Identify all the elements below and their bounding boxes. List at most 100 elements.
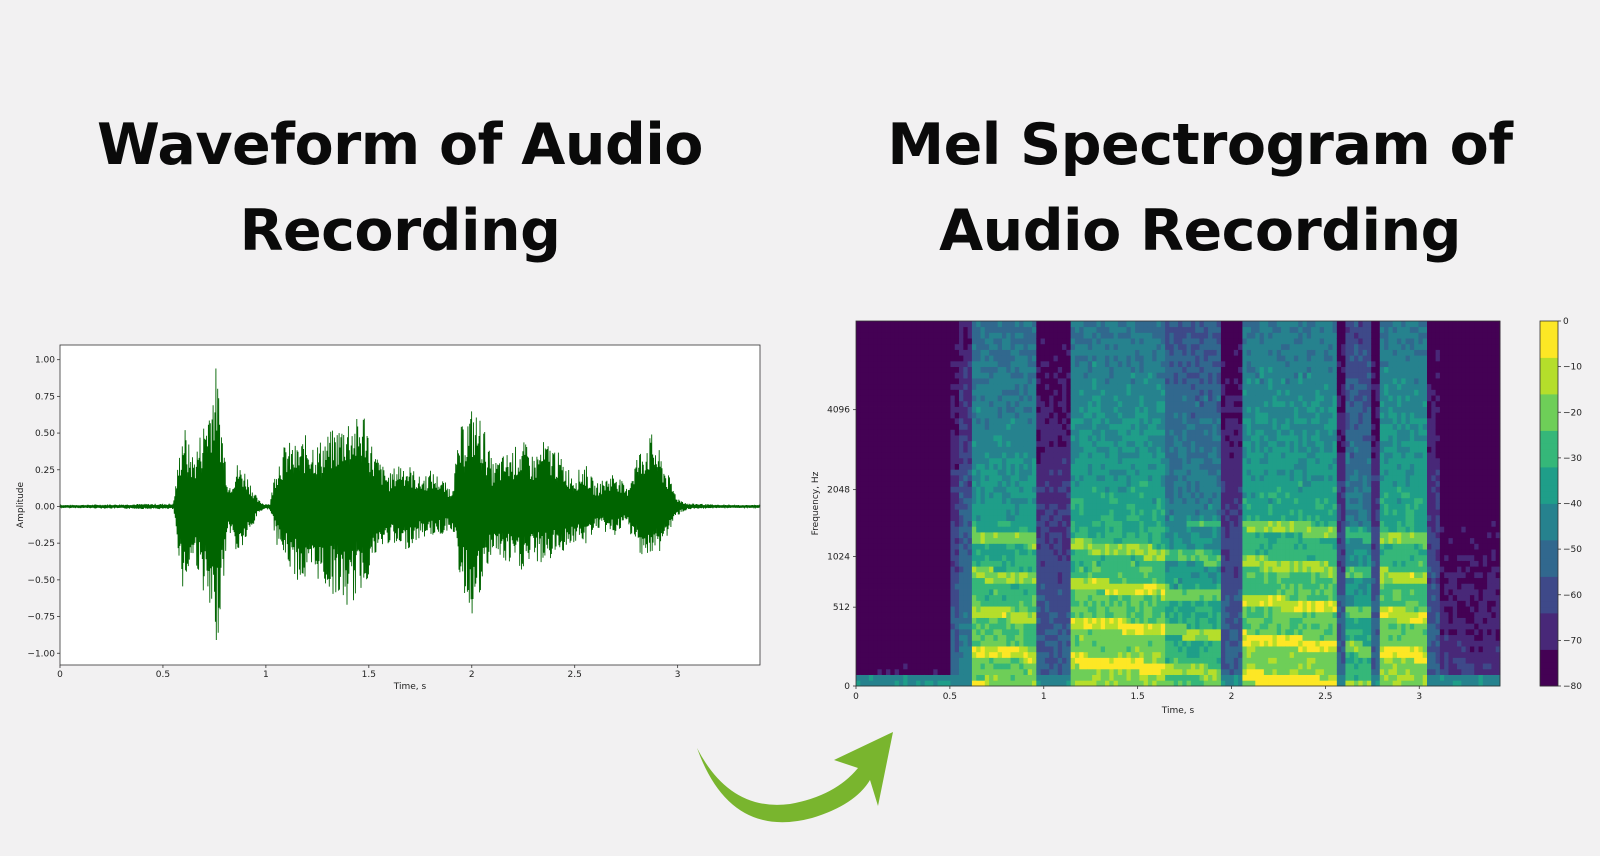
- spectrogram-cell: [1147, 332, 1153, 339]
- spectrogram-cell: [898, 514, 904, 522]
- spectrogram-cell: [1032, 349, 1037, 356]
- spectrogram-cell: [1139, 349, 1145, 356]
- spectrogram-cell: [894, 549, 900, 556]
- spectrogram-cell: [1165, 400, 1170, 407]
- spectrogram-cell: [856, 503, 861, 510]
- spectrogram-cell: [1173, 674, 1179, 681]
- spectrogram-cell: [1126, 589, 1132, 596]
- spectrogram-cell: [1074, 355, 1080, 362]
- spectrogram-cell: [1010, 589, 1016, 596]
- spectrogram-cell: [1014, 332, 1020, 339]
- spectrogram-cell: [1100, 378, 1106, 385]
- spectrogram-cell: [1105, 383, 1110, 390]
- spectrogram-cell: [1032, 469, 1037, 476]
- spectrogram-cell: [1006, 349, 1011, 356]
- spectrogram-cell: [1109, 429, 1114, 436]
- spectrogram-cell: [1049, 583, 1054, 590]
- spectrogram-cell: [1001, 668, 1007, 675]
- spectrogram-cell: [873, 338, 878, 345]
- spectrogram-cell: [1036, 406, 1042, 413]
- spectrogram-cell: [946, 417, 951, 425]
- spectrogram-cell: [1032, 446, 1037, 453]
- spectrogram-cell: [873, 577, 878, 584]
- spectrogram-cell: [920, 497, 926, 504]
- spectrogram-cell: [1096, 611, 1102, 618]
- spectrogram-cell: [933, 634, 938, 641]
- spectrogram-cell: [1113, 520, 1119, 527]
- waveform-ytick-label: −0.25: [27, 539, 55, 549]
- spectrogram-cell: [877, 423, 883, 430]
- spectrogram-cell: [1165, 326, 1170, 333]
- spectrogram-cell: [1182, 503, 1187, 510]
- spectrogram-cell: [1130, 509, 1136, 516]
- spectrogram-cell: [1160, 526, 1166, 533]
- spectrogram-cell: [946, 338, 951, 345]
- spectrogram-cell: [1040, 429, 1046, 436]
- spectrogram-cell: [954, 606, 960, 613]
- spectrogram-cell: [898, 640, 904, 647]
- spectrogram-cell: [1147, 480, 1153, 487]
- spectrogram-cell: [1053, 589, 1059, 596]
- spectrogram-cell: [950, 332, 956, 339]
- spectrogram-cell: [907, 417, 913, 425]
- spectrogram-cell: [868, 446, 874, 453]
- spectrogram-cell: [868, 480, 874, 487]
- spectrogram-cell: [920, 469, 926, 476]
- spectrogram-cell: [937, 469, 943, 476]
- spectrogram-cell: [946, 355, 951, 362]
- spectrogram-cell: [1057, 321, 1063, 328]
- spectrogram-cell: [963, 634, 969, 641]
- spectrogram-cell: [1139, 526, 1145, 533]
- spectrogram-cell: [1122, 400, 1127, 407]
- spectrogram-cell: [1083, 463, 1089, 470]
- spectrogram-cell: [1079, 446, 1084, 453]
- spectrogram-cell: [864, 366, 870, 373]
- spectrogram-cell: [993, 509, 999, 516]
- spectrogram-cell: [1156, 326, 1162, 333]
- spectrogram-cell: [1070, 469, 1076, 476]
- spectrogram-cell: [920, 452, 926, 459]
- spectrogram-cell: [1100, 634, 1106, 641]
- spectrogram-cell: [997, 497, 1003, 504]
- spectrogram-cell: [1173, 577, 1179, 584]
- spectrogram-cell: [1019, 503, 1024, 510]
- spectrogram-cell: [864, 389, 870, 396]
- spectrogram-cell: [967, 486, 973, 493]
- spectrogram-cell: [1109, 349, 1114, 356]
- spectrogram-cell: [941, 549, 947, 556]
- spectrogram-cell: [1066, 560, 1072, 567]
- spectrogram-cell: [954, 674, 960, 681]
- spectrogram-cell: [959, 674, 964, 681]
- waveform-ytick-label: 0.50: [35, 429, 55, 439]
- spectrogram-cell: [1135, 594, 1140, 601]
- spectrogram-cell: [984, 457, 990, 464]
- spectrogram-cell: [881, 372, 887, 379]
- spectrogram-cell: [959, 395, 964, 402]
- spectrogram-cell: [877, 583, 883, 590]
- spectrogram-cell: [894, 668, 900, 675]
- spectrogram-cell: [1053, 680, 1059, 687]
- spectrogram-cell: [1066, 400, 1072, 407]
- spectrogram-cell: [1074, 480, 1080, 487]
- spectrogram-cell: [1010, 566, 1016, 573]
- spectrogram-cell: [1083, 429, 1089, 436]
- spectrogram-cell: [967, 532, 973, 539]
- spectrogram-cell: [1096, 383, 1102, 390]
- spectrogram-cell: [1169, 560, 1175, 567]
- spectrogram-cell: [928, 503, 934, 510]
- spectrogram-cell: [1117, 343, 1123, 350]
- spectrogram-cell: [890, 628, 896, 636]
- spectrogram-cell: [1044, 378, 1050, 385]
- spectrogram-cell: [1152, 417, 1157, 425]
- spectrogram-cell: [920, 566, 926, 573]
- spectrogram-cell: [959, 497, 964, 504]
- spectrogram-cell: [937, 680, 943, 687]
- spectrogram-cell: [886, 435, 891, 442]
- spectrogram-cell: [954, 446, 960, 453]
- spectrogram-cell: [1147, 589, 1153, 596]
- spectrogram-cell: [1135, 378, 1140, 385]
- spectrogram-cell: [1173, 623, 1179, 630]
- spectrogram-cell: [898, 589, 904, 596]
- spectrogram-cell: [993, 383, 999, 390]
- spectrogram-cell: [1113, 577, 1119, 584]
